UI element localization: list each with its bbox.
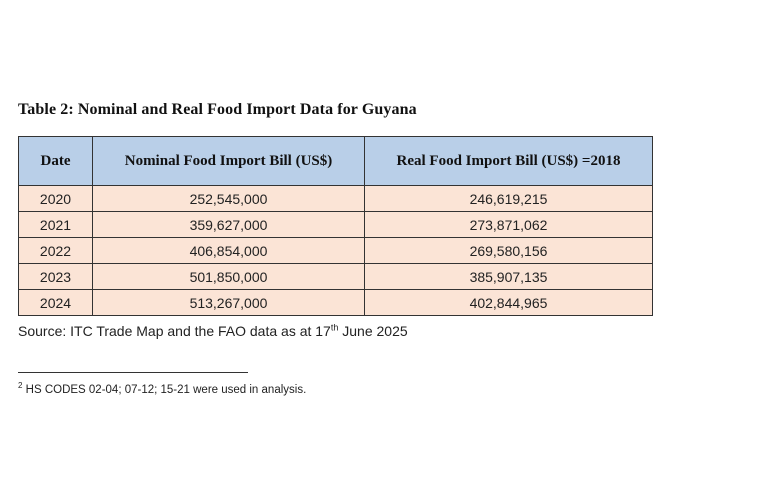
cell-nominal: 513,267,000 <box>92 289 365 316</box>
source-ordinal-suffix: th <box>330 322 339 333</box>
cell-real: 385,907,135 <box>364 263 653 290</box>
cell-real: 246,619,215 <box>364 185 653 212</box>
footnote-marker: 2 <box>18 381 23 391</box>
footnote-text: HS CODES 02-04; 07-12; 15-21 were used i… <box>22 384 307 396</box>
food-import-table: Date Nominal Food Import Bill (US$) Real… <box>18 136 653 316</box>
cell-nominal: 501,850,000 <box>92 263 365 290</box>
cell-nominal: 359,627,000 <box>92 211 365 238</box>
source-date-text: June 2025 <box>338 323 408 339</box>
cell-real: 269,580,156 <box>364 237 653 264</box>
footnote-divider <box>18 372 248 373</box>
cell-date: 2022 <box>18 237 93 264</box>
cell-date: 2024 <box>18 289 93 316</box>
table-row: 2020 252,545,000 246,619,215 <box>18 185 653 212</box>
cell-nominal: 406,854,000 <box>92 237 365 264</box>
cell-real: 402,844,965 <box>364 289 653 316</box>
source-text: Source: ITC Trade Map and the FAO data a… <box>18 323 331 339</box>
column-header-date: Date <box>18 136 93 186</box>
cell-date: 2020 <box>18 185 93 212</box>
table-header-row: Date Nominal Food Import Bill (US$) Real… <box>18 136 653 186</box>
cell-real: 273,871,062 <box>364 211 653 238</box>
cell-date: 2021 <box>18 211 93 238</box>
cell-nominal: 252,545,000 <box>92 185 365 212</box>
column-header-real: Real Food Import Bill (US$) =2018 <box>364 136 653 186</box>
table-row: 2024 513,267,000 402,844,965 <box>18 289 653 316</box>
table-title: Table 2: Nominal and Real Food Import Da… <box>18 101 417 118</box>
source-note: Source: ITC Trade Map and the FAO data a… <box>18 323 408 339</box>
column-header-nominal: Nominal Food Import Bill (US$) <box>92 136 365 186</box>
footnote: 2 HS CODES 02-04; 07-12; 15-21 were used… <box>18 381 307 396</box>
table-row: 2023 501,850,000 385,907,135 <box>18 263 653 290</box>
table-row: 2022 406,854,000 269,580,156 <box>18 237 653 264</box>
cell-date: 2023 <box>18 263 93 290</box>
table-row: 2021 359,627,000 273,871,062 <box>18 211 653 238</box>
